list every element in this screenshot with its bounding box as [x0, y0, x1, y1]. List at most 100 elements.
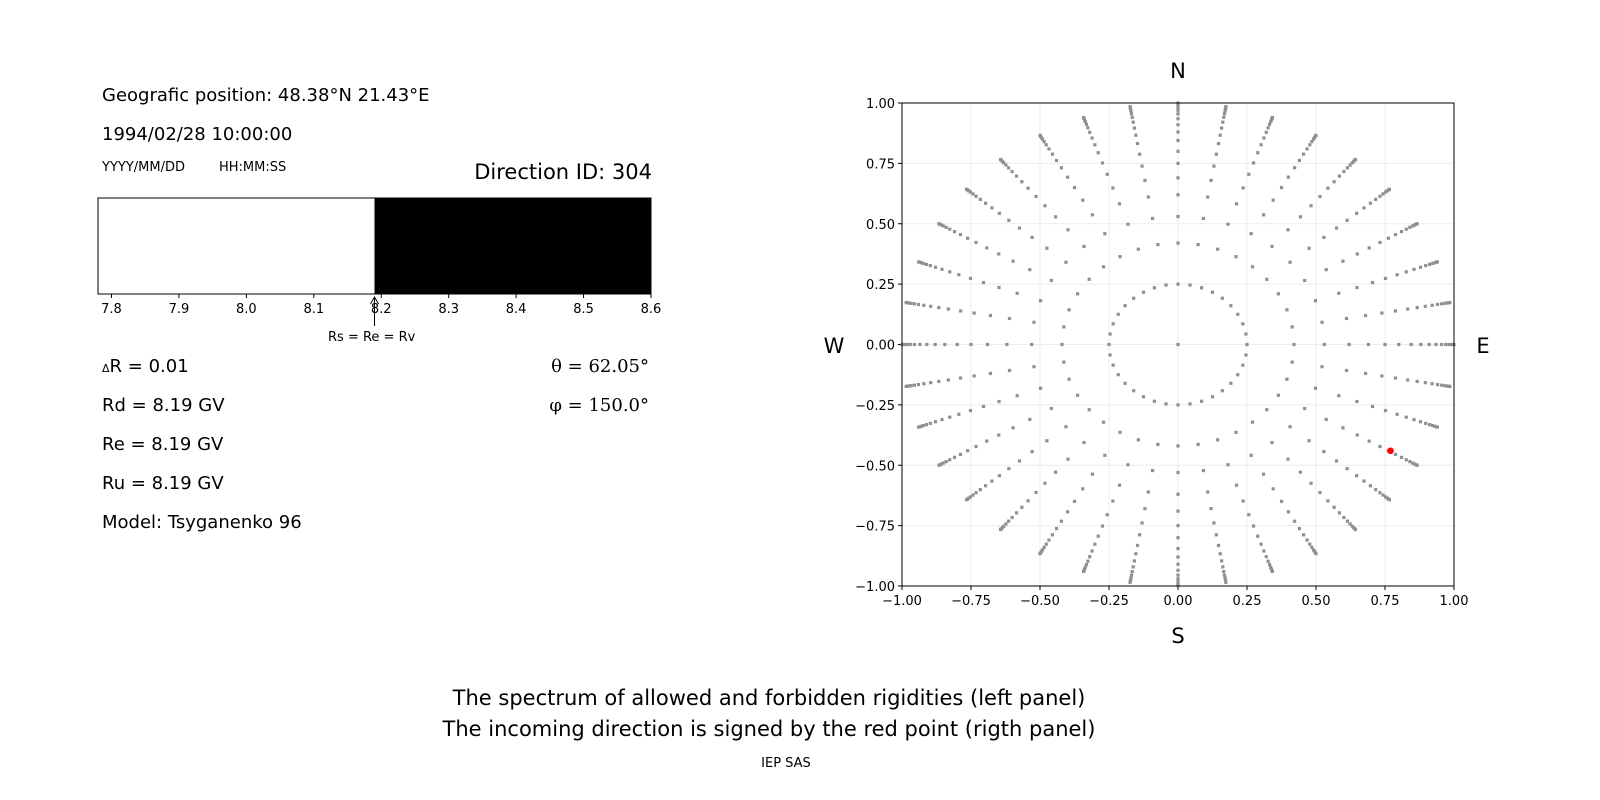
direction-point [1129, 112, 1134, 116]
direction-point [972, 374, 976, 378]
direction-point [1344, 316, 1349, 321]
direction-point [1176, 117, 1180, 121]
direction-point [1404, 270, 1408, 274]
direction-point [907, 301, 911, 305]
direction-point [1103, 232, 1107, 236]
direction-point [1030, 450, 1034, 454]
direction-point [1007, 218, 1011, 222]
direction-point [1290, 325, 1294, 329]
direction-point [958, 452, 963, 456]
direction-point [1345, 519, 1350, 523]
direction-point [948, 270, 952, 274]
direction-point [1322, 235, 1326, 239]
direction-point [1221, 565, 1225, 569]
direction-point [937, 305, 941, 310]
direction-point [1404, 415, 1408, 419]
direction-point [1308, 143, 1312, 147]
direction-point [1269, 120, 1273, 124]
direction-point [1322, 342, 1326, 347]
x-tick-label: 0.25 [1233, 594, 1262, 609]
direction-point [1220, 296, 1224, 300]
direction-point [1107, 342, 1111, 347]
phi-value: φ = 150.0° [549, 395, 649, 416]
grid-points [900, 101, 1456, 588]
direction-point [1042, 545, 1046, 549]
direction-point [1131, 565, 1135, 569]
direction-point [1271, 487, 1275, 491]
direction-point [1404, 227, 1408, 231]
direction-point [1415, 305, 1419, 310]
direction-point [1176, 581, 1180, 586]
plot-frame [901, 102, 1455, 587]
direction-point [1309, 204, 1313, 208]
direction-point [1076, 292, 1080, 296]
direction-point [1176, 403, 1180, 407]
direction-point [1406, 378, 1410, 382]
direction-point [1279, 499, 1284, 503]
direction-point [1313, 386, 1318, 390]
direction-point [1430, 382, 1434, 386]
direction-point [1424, 264, 1428, 268]
direction-point [1164, 283, 1168, 287]
direction-point [1445, 301, 1449, 305]
direction-point [1082, 115, 1086, 120]
direction-point [985, 439, 989, 443]
direction-point [1435, 302, 1440, 307]
direction-point [1176, 509, 1180, 513]
direction-point [1081, 487, 1085, 491]
direction-point [1419, 342, 1423, 347]
direction-point [964, 498, 969, 502]
direction-point [1176, 193, 1180, 197]
direction-point [1017, 226, 1022, 230]
direction-point [955, 342, 959, 347]
direction-point [1415, 463, 1419, 467]
direction-point [928, 264, 932, 268]
direction-point [1265, 277, 1269, 281]
direction-point [925, 342, 929, 347]
direction-point [1259, 143, 1263, 147]
direction-point [1128, 580, 1132, 584]
direction-point [1026, 186, 1030, 190]
direction-point [1355, 285, 1359, 290]
direction-point [1209, 178, 1213, 182]
direction-point [1043, 481, 1047, 485]
direction-point [1353, 157, 1358, 162]
direction-point [998, 527, 1003, 532]
direction-point [1129, 573, 1134, 577]
direction-point [1366, 342, 1371, 347]
direction-point [1261, 213, 1266, 217]
direction-point [1014, 511, 1019, 515]
direction-point [1176, 105, 1180, 109]
direction-point [1435, 260, 1439, 264]
direction-point [1007, 467, 1011, 471]
direction-point [1176, 149, 1180, 153]
direction-point [1413, 462, 1417, 466]
direction-point [1305, 538, 1309, 542]
direction-point [1017, 459, 1022, 463]
direction-point [957, 273, 961, 277]
direction-point [1399, 455, 1404, 460]
direction-point [1140, 521, 1144, 525]
direction-point [1383, 408, 1388, 413]
direction-point [1146, 195, 1150, 199]
direction-point [1101, 265, 1106, 269]
direction-point [1341, 426, 1345, 430]
x-tick-label: 8.2 [371, 302, 392, 317]
direction-point [1128, 105, 1132, 109]
direction-point [1100, 524, 1105, 528]
direction-point [997, 474, 1001, 478]
direction-point [1176, 112, 1180, 116]
direction-point [1381, 192, 1385, 196]
direction-point [1326, 499, 1330, 503]
direction-point [1222, 112, 1227, 116]
direction-point [1332, 505, 1336, 509]
model: Model: Tsyganenko 96 [102, 512, 302, 533]
direction-point [1409, 342, 1413, 347]
direction-point [1380, 374, 1384, 378]
direction-point [1224, 105, 1228, 109]
direction-point [1141, 290, 1146, 294]
direction-point [1448, 300, 1452, 305]
direction-point [1249, 232, 1253, 236]
direction-point [1176, 176, 1180, 180]
